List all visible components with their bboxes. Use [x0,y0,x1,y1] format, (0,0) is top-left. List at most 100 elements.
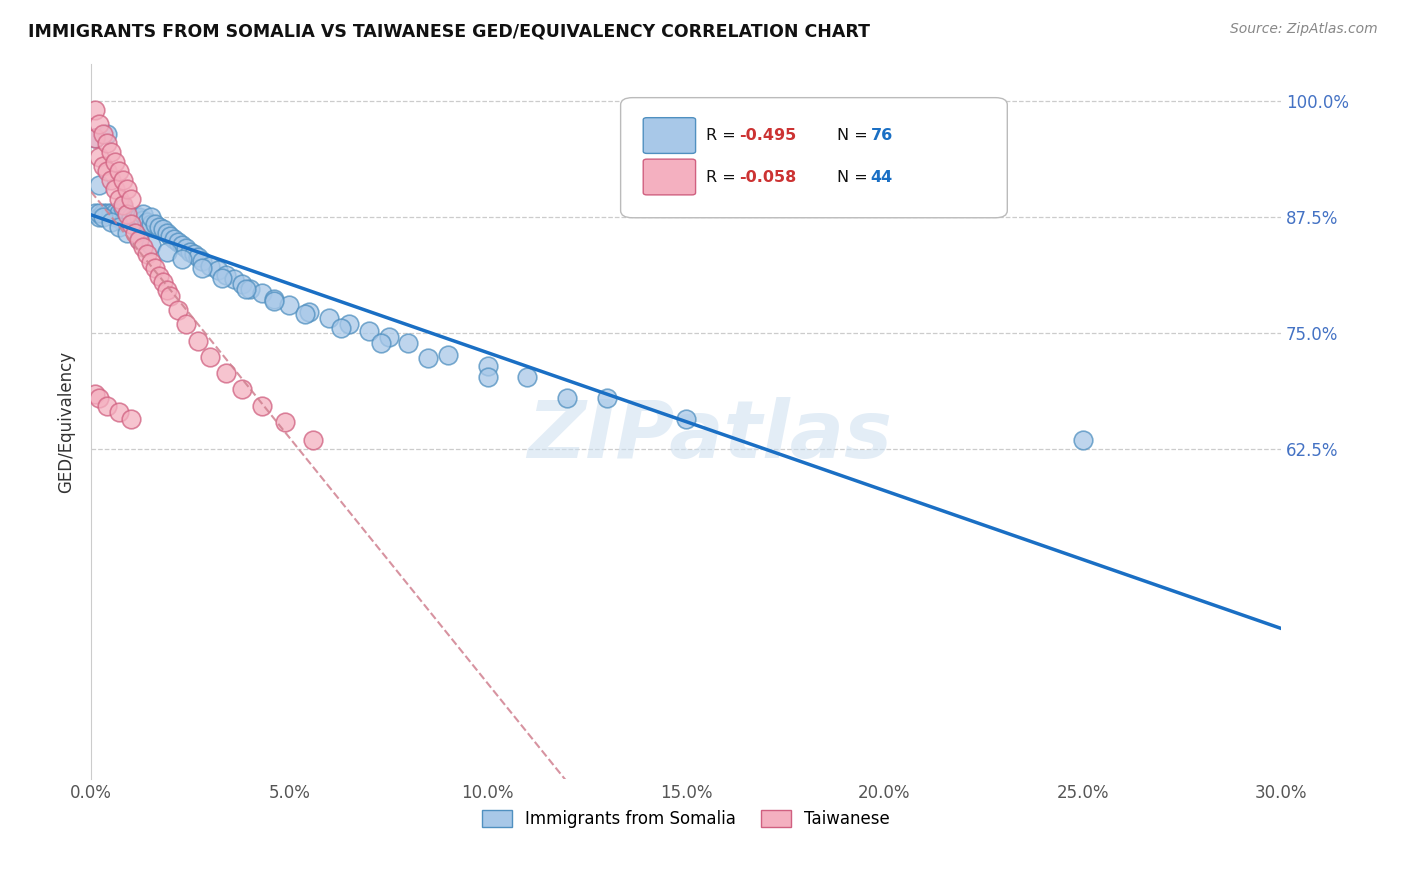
Point [108,405,131,419]
Point [222,272,245,286]
Point [91,205,114,219]
Point [250,399,273,413]
Point [191,253,214,268]
Point [111,201,134,215]
Point [120,192,142,206]
Point [377,330,399,344]
Point [84,103,107,118]
Point [120,211,142,225]
Point [235,282,257,296]
Point [87,205,110,219]
Point [396,335,419,350]
Point [84,386,107,401]
Point [108,164,131,178]
Point [215,366,238,380]
Point [96,164,118,178]
Point [87,392,110,406]
Point [143,261,166,276]
Point [143,217,166,231]
Point [96,399,118,413]
Text: IMMIGRANTS FROM SOMALIA VS TAIWANESE GED/EQUIVALENCY CORRELATION CHART: IMMIGRANTS FROM SOMALIA VS TAIWANESE GED… [28,22,870,40]
Point [115,182,138,196]
Point [100,173,122,187]
Point [132,213,155,227]
Point [155,244,177,259]
FancyBboxPatch shape [643,159,696,194]
Point [187,334,209,348]
Point [111,173,134,187]
Point [100,215,122,229]
Point [84,131,107,145]
Point [263,292,285,306]
Point [477,359,499,373]
Legend: Immigrants from Somalia, Taiwanese: Immigrants from Somalia, Taiwanese [475,804,897,835]
Point [124,226,146,240]
Point [108,211,131,225]
Point [596,392,619,406]
Point [250,286,273,301]
Text: R =: R = [706,128,741,143]
Point [135,215,157,229]
Point [152,275,174,289]
Point [337,317,360,331]
Point [87,178,110,192]
Point [139,217,162,231]
FancyBboxPatch shape [643,118,696,153]
Point [274,416,297,430]
Point [91,127,114,141]
Point [231,277,253,291]
Point [139,255,162,269]
Point [318,310,340,325]
Point [87,117,110,131]
Point [1071,433,1094,447]
Point [108,205,131,219]
Point [198,259,221,273]
Point [163,231,186,245]
Point [128,211,150,225]
Point [172,238,194,252]
Text: -0.495: -0.495 [740,128,797,143]
Point [675,411,697,425]
Y-axis label: GED/Equivalency: GED/Equivalency [58,351,75,492]
Text: ZIPatlas: ZIPatlas [527,397,893,475]
Point [135,247,157,261]
Point [172,252,194,266]
Point [155,283,177,297]
Text: N =: N = [837,128,873,143]
Point [96,127,118,141]
Point [132,207,155,221]
Point [159,228,181,243]
Text: Source: ZipAtlas.com: Source: ZipAtlas.com [1230,22,1378,37]
Point [120,217,142,231]
Point [115,207,138,221]
Point [555,392,578,406]
Point [437,348,460,362]
Point [215,268,238,282]
Point [96,136,118,150]
Point [357,324,380,338]
Point [187,250,209,264]
Point [176,241,198,255]
Text: N =: N = [837,169,873,185]
Point [96,205,118,219]
Point [176,317,198,331]
Point [132,240,155,254]
Point [104,154,127,169]
Point [370,335,392,350]
Text: -0.058: -0.058 [740,169,797,185]
Point [167,303,190,318]
Point [159,289,181,303]
Point [115,226,138,240]
Point [111,198,134,212]
Point [128,234,150,248]
Point [87,150,110,164]
Point [263,293,285,308]
Point [179,244,201,259]
Point [139,211,162,225]
FancyBboxPatch shape [620,97,1007,218]
Point [84,205,107,219]
Point [477,370,499,384]
Point [152,222,174,236]
Point [294,307,316,321]
Point [128,231,150,245]
